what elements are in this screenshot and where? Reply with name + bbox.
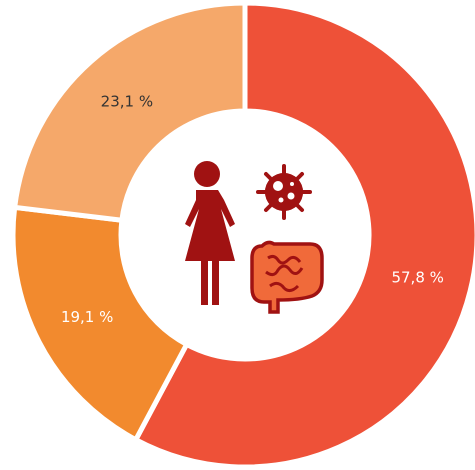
virus-icon [258, 166, 310, 218]
chart: 57,8 % 19,1 % 23,1 % [0, 0, 475, 470]
value-label: 23,1 % [101, 92, 153, 110]
woman-icon [185, 161, 235, 305]
slice [15, 3, 245, 220]
value-label: 19,1 % [61, 308, 113, 326]
slices [13, 3, 475, 467]
center-icons [185, 161, 322, 312]
value-label: 57,8 % [391, 269, 443, 287]
intestine-icon [252, 242, 322, 312]
